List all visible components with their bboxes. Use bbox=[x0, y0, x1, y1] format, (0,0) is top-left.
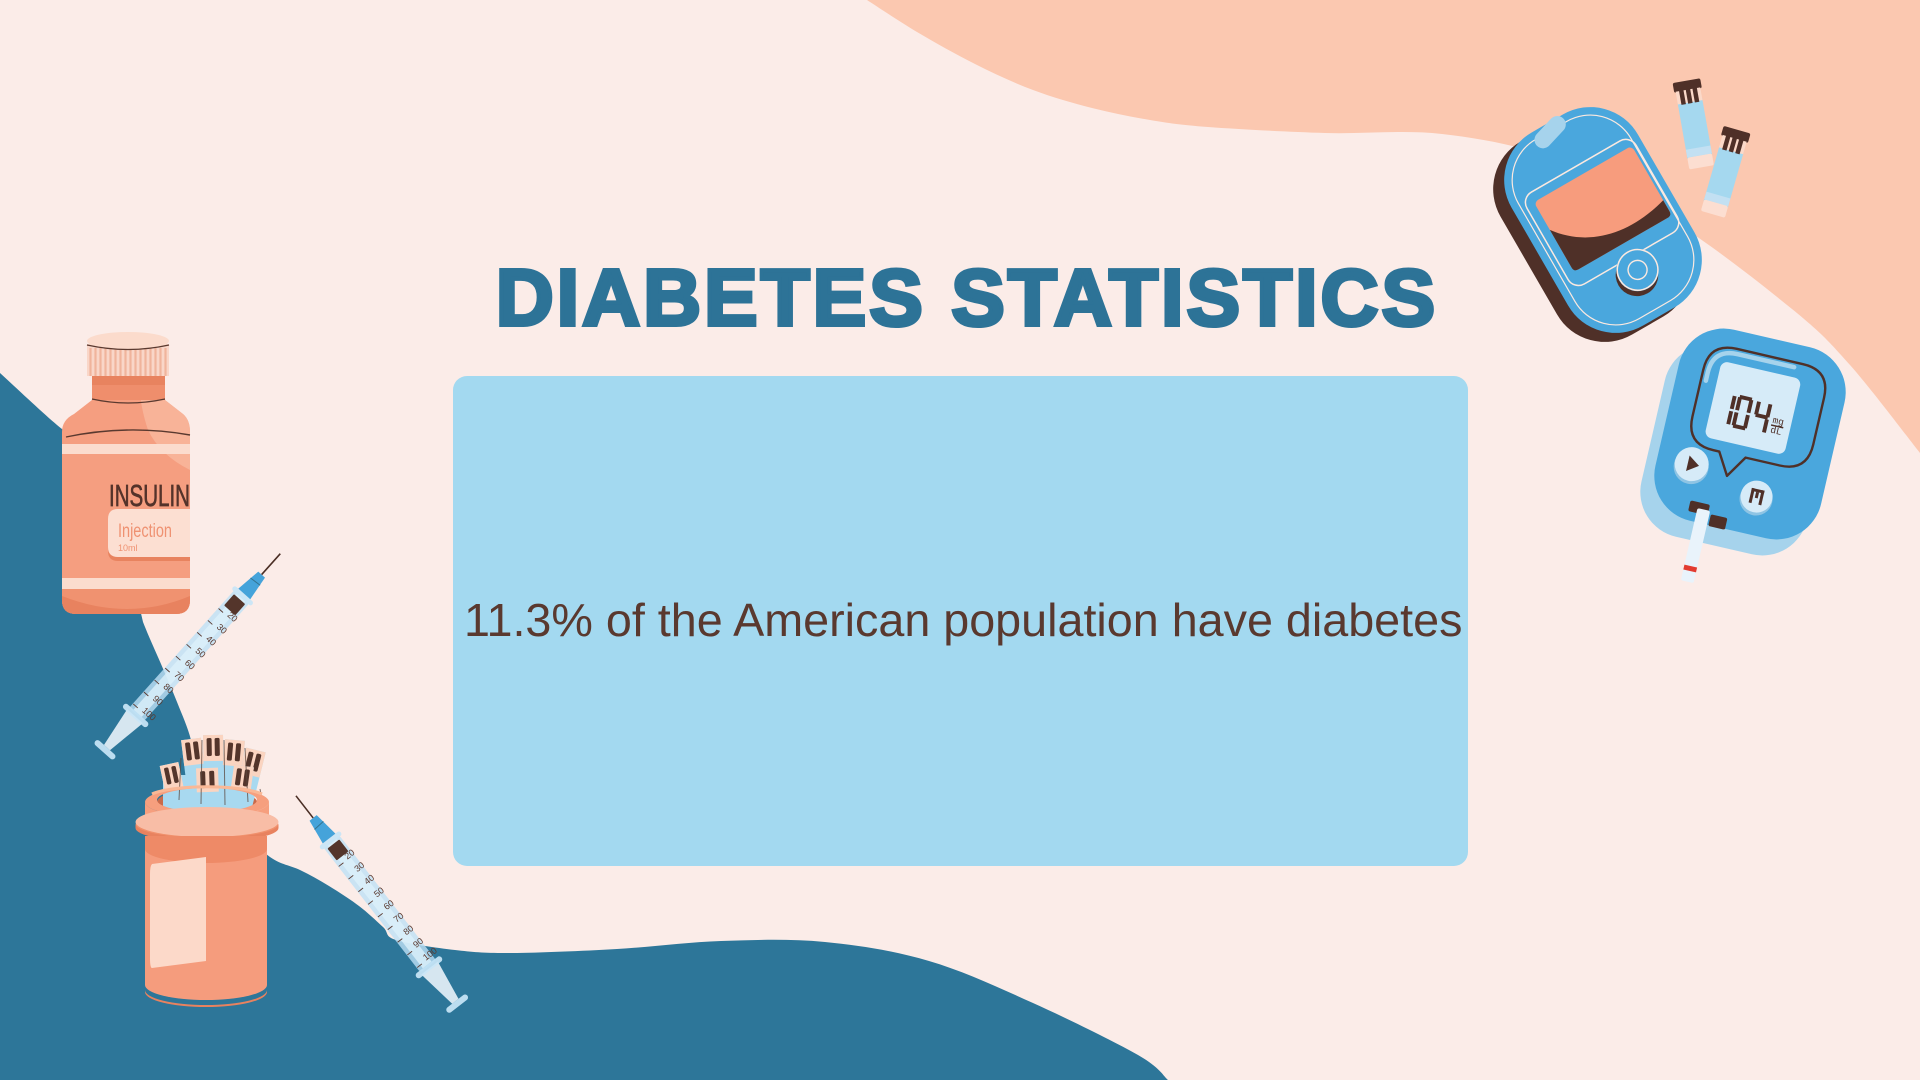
svg-text:INSULIN: INSULIN bbox=[109, 478, 190, 513]
svg-text:Injection: Injection bbox=[118, 521, 172, 542]
svg-text:dL: dL bbox=[1769, 425, 1783, 438]
svg-text:mg: mg bbox=[1771, 415, 1785, 428]
svg-text:10ml: 10ml bbox=[118, 543, 138, 553]
